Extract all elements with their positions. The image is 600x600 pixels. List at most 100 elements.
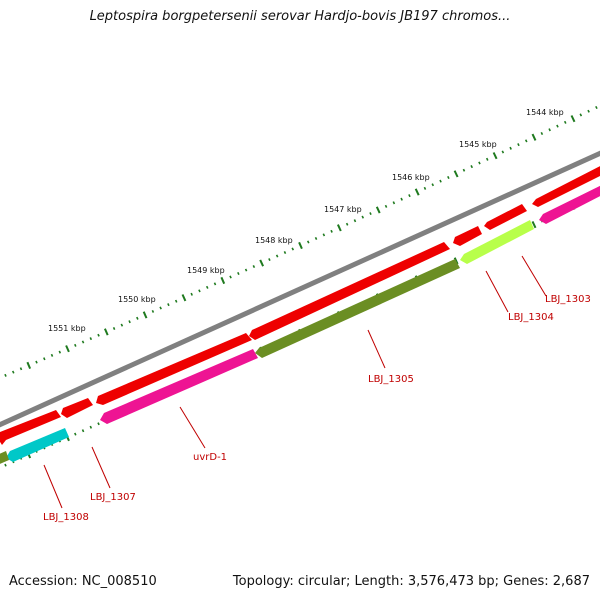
forward-cds-4[interactable]: [249, 242, 450, 340]
forward-cds-6[interactable]: [484, 204, 527, 230]
outer-tick-5: [26, 361, 32, 369]
outer-tick-64: [485, 157, 489, 161]
outer-tick-16: [112, 326, 116, 331]
gene-label-LBJ_1305: LBJ_1305: [368, 374, 414, 385]
outer-tick-2: [4, 373, 7, 377]
outer-tick-21: [151, 309, 155, 313]
outer-tick-44: [330, 229, 333, 233]
outer-tick-12: [81, 340, 85, 344]
chromosome-backbone: [0, 150, 600, 428]
outer-tick-34: [252, 265, 256, 269]
outer-scale-ticks: [4, 105, 598, 377]
gene-label-LBJ_1304: LBJ_1304: [508, 312, 554, 323]
outer-tick-14: [97, 333, 100, 337]
outer-tick-72: [548, 128, 551, 132]
gene-label-uvrD-1: uvrD-1: [193, 452, 227, 463]
outer-tick-73: [556, 124, 559, 128]
inner-tick-12: [81, 429, 85, 433]
gene-LBJ_1308-shape[interactable]: [6, 428, 69, 462]
outer-tick-35: [259, 259, 265, 267]
kbp-label-1545: 1545 kbp: [459, 140, 497, 149]
outer-tick-43: [322, 233, 326, 237]
map-title: Leptospira borgpetersenii serovar Hardjo…: [89, 9, 511, 24]
genome-summary-text: Topology: circular; Length: 3,576,473 bp…: [232, 574, 590, 589]
outer-tick-51: [384, 204, 388, 208]
outer-tick-15: [103, 328, 109, 336]
outer-tick-32: [237, 271, 240, 276]
outer-tick-68: [517, 143, 520, 147]
forward-cds-5[interactable]: [453, 226, 482, 246]
outer-tick-29: [213, 282, 217, 286]
outer-tick-49: [369, 212, 372, 216]
outer-tick-76: [579, 113, 583, 117]
outer-tick-30: [220, 276, 226, 285]
gene-LBJ_1305-shape[interactable]: [255, 259, 460, 358]
forward-cds-7[interactable]: [532, 160, 600, 207]
outer-tick-18: [128, 320, 131, 324]
outer-tick-78: [595, 105, 598, 110]
outer-tick-71: [540, 131, 544, 136]
gene-LBJ_1304-shape[interactable]: [460, 220, 534, 264]
outer-tick-28: [205, 285, 209, 289]
gene-LBJ_1303-shape[interactable]: [539, 180, 600, 224]
outer-tick-62: [470, 165, 474, 169]
outer-tick-66: [501, 150, 505, 154]
gene-label-LBJ_1307: LBJ_1307: [90, 492, 136, 503]
outer-tick-58: [439, 179, 442, 183]
outer-tick-48: [361, 215, 365, 219]
outer-tick-10: [65, 345, 70, 353]
gene-label-LBJ_1303: LBJ_1303: [545, 294, 591, 305]
outer-tick-33: [244, 268, 248, 272]
kbp-label-1550: 1550 kbp: [118, 295, 156, 304]
inner-tick-2: [4, 463, 7, 467]
outer-tick-25: [181, 294, 187, 302]
outer-tick-9: [58, 350, 62, 354]
outer-tick-50: [375, 206, 381, 214]
outer-tick-52: [392, 201, 396, 205]
inner-tick-13: [89, 425, 93, 429]
forward-cds-3[interactable]: [96, 333, 252, 405]
outer-tick-36: [268, 258, 271, 262]
outer-tick-42: [314, 236, 318, 240]
kbp-label-1546: 1546 kbp: [392, 173, 430, 182]
outer-tick-40: [298, 241, 303, 250]
outer-tick-56: [423, 186, 427, 190]
outer-tick-20: [142, 311, 148, 319]
gene-olive-left-shape[interactable]: [0, 451, 9, 469]
outer-tick-38: [283, 251, 287, 255]
outer-tick-19: [136, 316, 139, 320]
outer-tick-39: [291, 247, 295, 251]
inner-tick-14: [97, 422, 100, 426]
outer-tick-75: [570, 115, 576, 123]
gene-uvrD-1-shape[interactable]: [100, 349, 258, 424]
outer-tick-23: [167, 303, 170, 307]
reverse-strand-features: [0, 180, 600, 469]
outer-tick-63: [478, 161, 481, 165]
kbp-label-1544: 1544 kbp: [526, 108, 564, 117]
forward-cds-2[interactable]: [61, 398, 93, 418]
outer-tick-65: [492, 152, 498, 160]
outer-tick-22: [159, 306, 162, 310]
outer-tick-54: [408, 194, 411, 198]
gene-label-leaders: [43, 255, 547, 509]
outer-tick-55: [414, 188, 420, 196]
outer-tick-67: [509, 146, 512, 150]
outer-tick-45: [336, 224, 342, 232]
outer-tick-37: [275, 254, 279, 258]
outer-tick-13: [89, 337, 93, 341]
outer-tick-53: [400, 197, 403, 201]
inner-tick-11: [74, 432, 77, 436]
outer-tick-47: [353, 219, 357, 223]
kbp-label-1549: 1549 kbp: [187, 266, 225, 275]
gene-label-LBJ_1308: LBJ_1308: [43, 512, 89, 523]
outer-tick-24: [174, 299, 178, 303]
forward-cds-1[interactable]: [0, 410, 61, 445]
outer-tick-27: [198, 289, 201, 293]
outer-tick-6: [35, 360, 38, 364]
outer-tick-69: [524, 139, 528, 143]
inner-tick-70: [531, 220, 537, 229]
outer-tick-17: [120, 323, 124, 327]
outer-tick-60: [453, 170, 459, 178]
outer-tick-77: [587, 109, 590, 113]
